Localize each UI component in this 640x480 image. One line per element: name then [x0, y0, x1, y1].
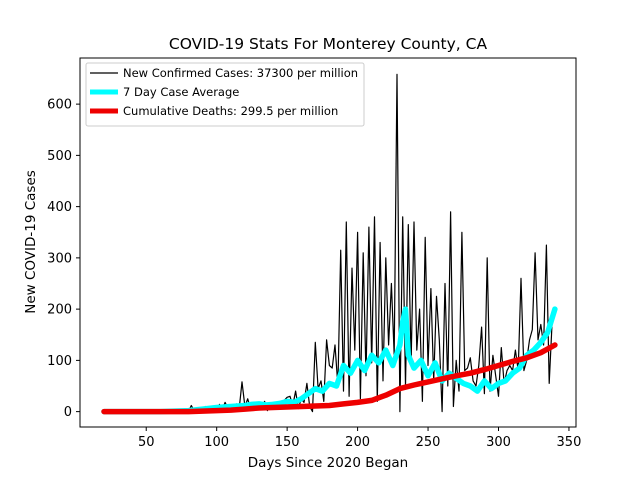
series-line-cumulative-deaths: [101, 342, 558, 415]
y-tick-label: 400: [47, 200, 72, 215]
legend-label-cumulative-deaths: Cumulative Deaths: 299.5 per million: [123, 104, 338, 118]
legend-box: [85, 62, 365, 127]
y-tick-label: 300: [47, 251, 72, 266]
chart-title: COVID-19 Stats For Monterey County, CA: [169, 35, 488, 53]
x-tick-label: 50: [138, 435, 155, 450]
x-tick-label: 100: [204, 435, 229, 450]
legend-label-new-cases: New Confirmed Cases: 37300 per million: [123, 66, 358, 80]
y-tick-label: 100: [47, 354, 72, 369]
x-tick-label: 200: [345, 435, 370, 450]
plot-frame: [79, 57, 577, 428]
x-axis-label: Days Since 2020 Began: [248, 455, 409, 471]
x-tick-label: 350: [557, 435, 582, 450]
legend: New Confirmed Cases: 37300 per million 7…: [85, 62, 365, 127]
y-axis-label: New COVID-19 Cases: [23, 170, 39, 314]
x-axis-ticks: 50 100 150 200 250 300 350: [138, 427, 581, 450]
plot-lines: [101, 73, 558, 415]
y-axis-ticks: 0 100 200 300 400 500 600: [47, 98, 80, 420]
series-line-7-day-average: [101, 306, 558, 415]
legend-label-7-day-average: 7 Day Case Average: [123, 85, 239, 99]
y-tick-label: 500: [47, 149, 72, 164]
y-tick-label: 0: [64, 405, 72, 420]
x-tick-label: 150: [275, 435, 300, 450]
y-tick-label: 600: [47, 98, 72, 113]
x-tick-label: 250: [416, 435, 441, 450]
y-tick-label: 200: [47, 303, 72, 318]
x-tick-label: 300: [486, 435, 511, 450]
